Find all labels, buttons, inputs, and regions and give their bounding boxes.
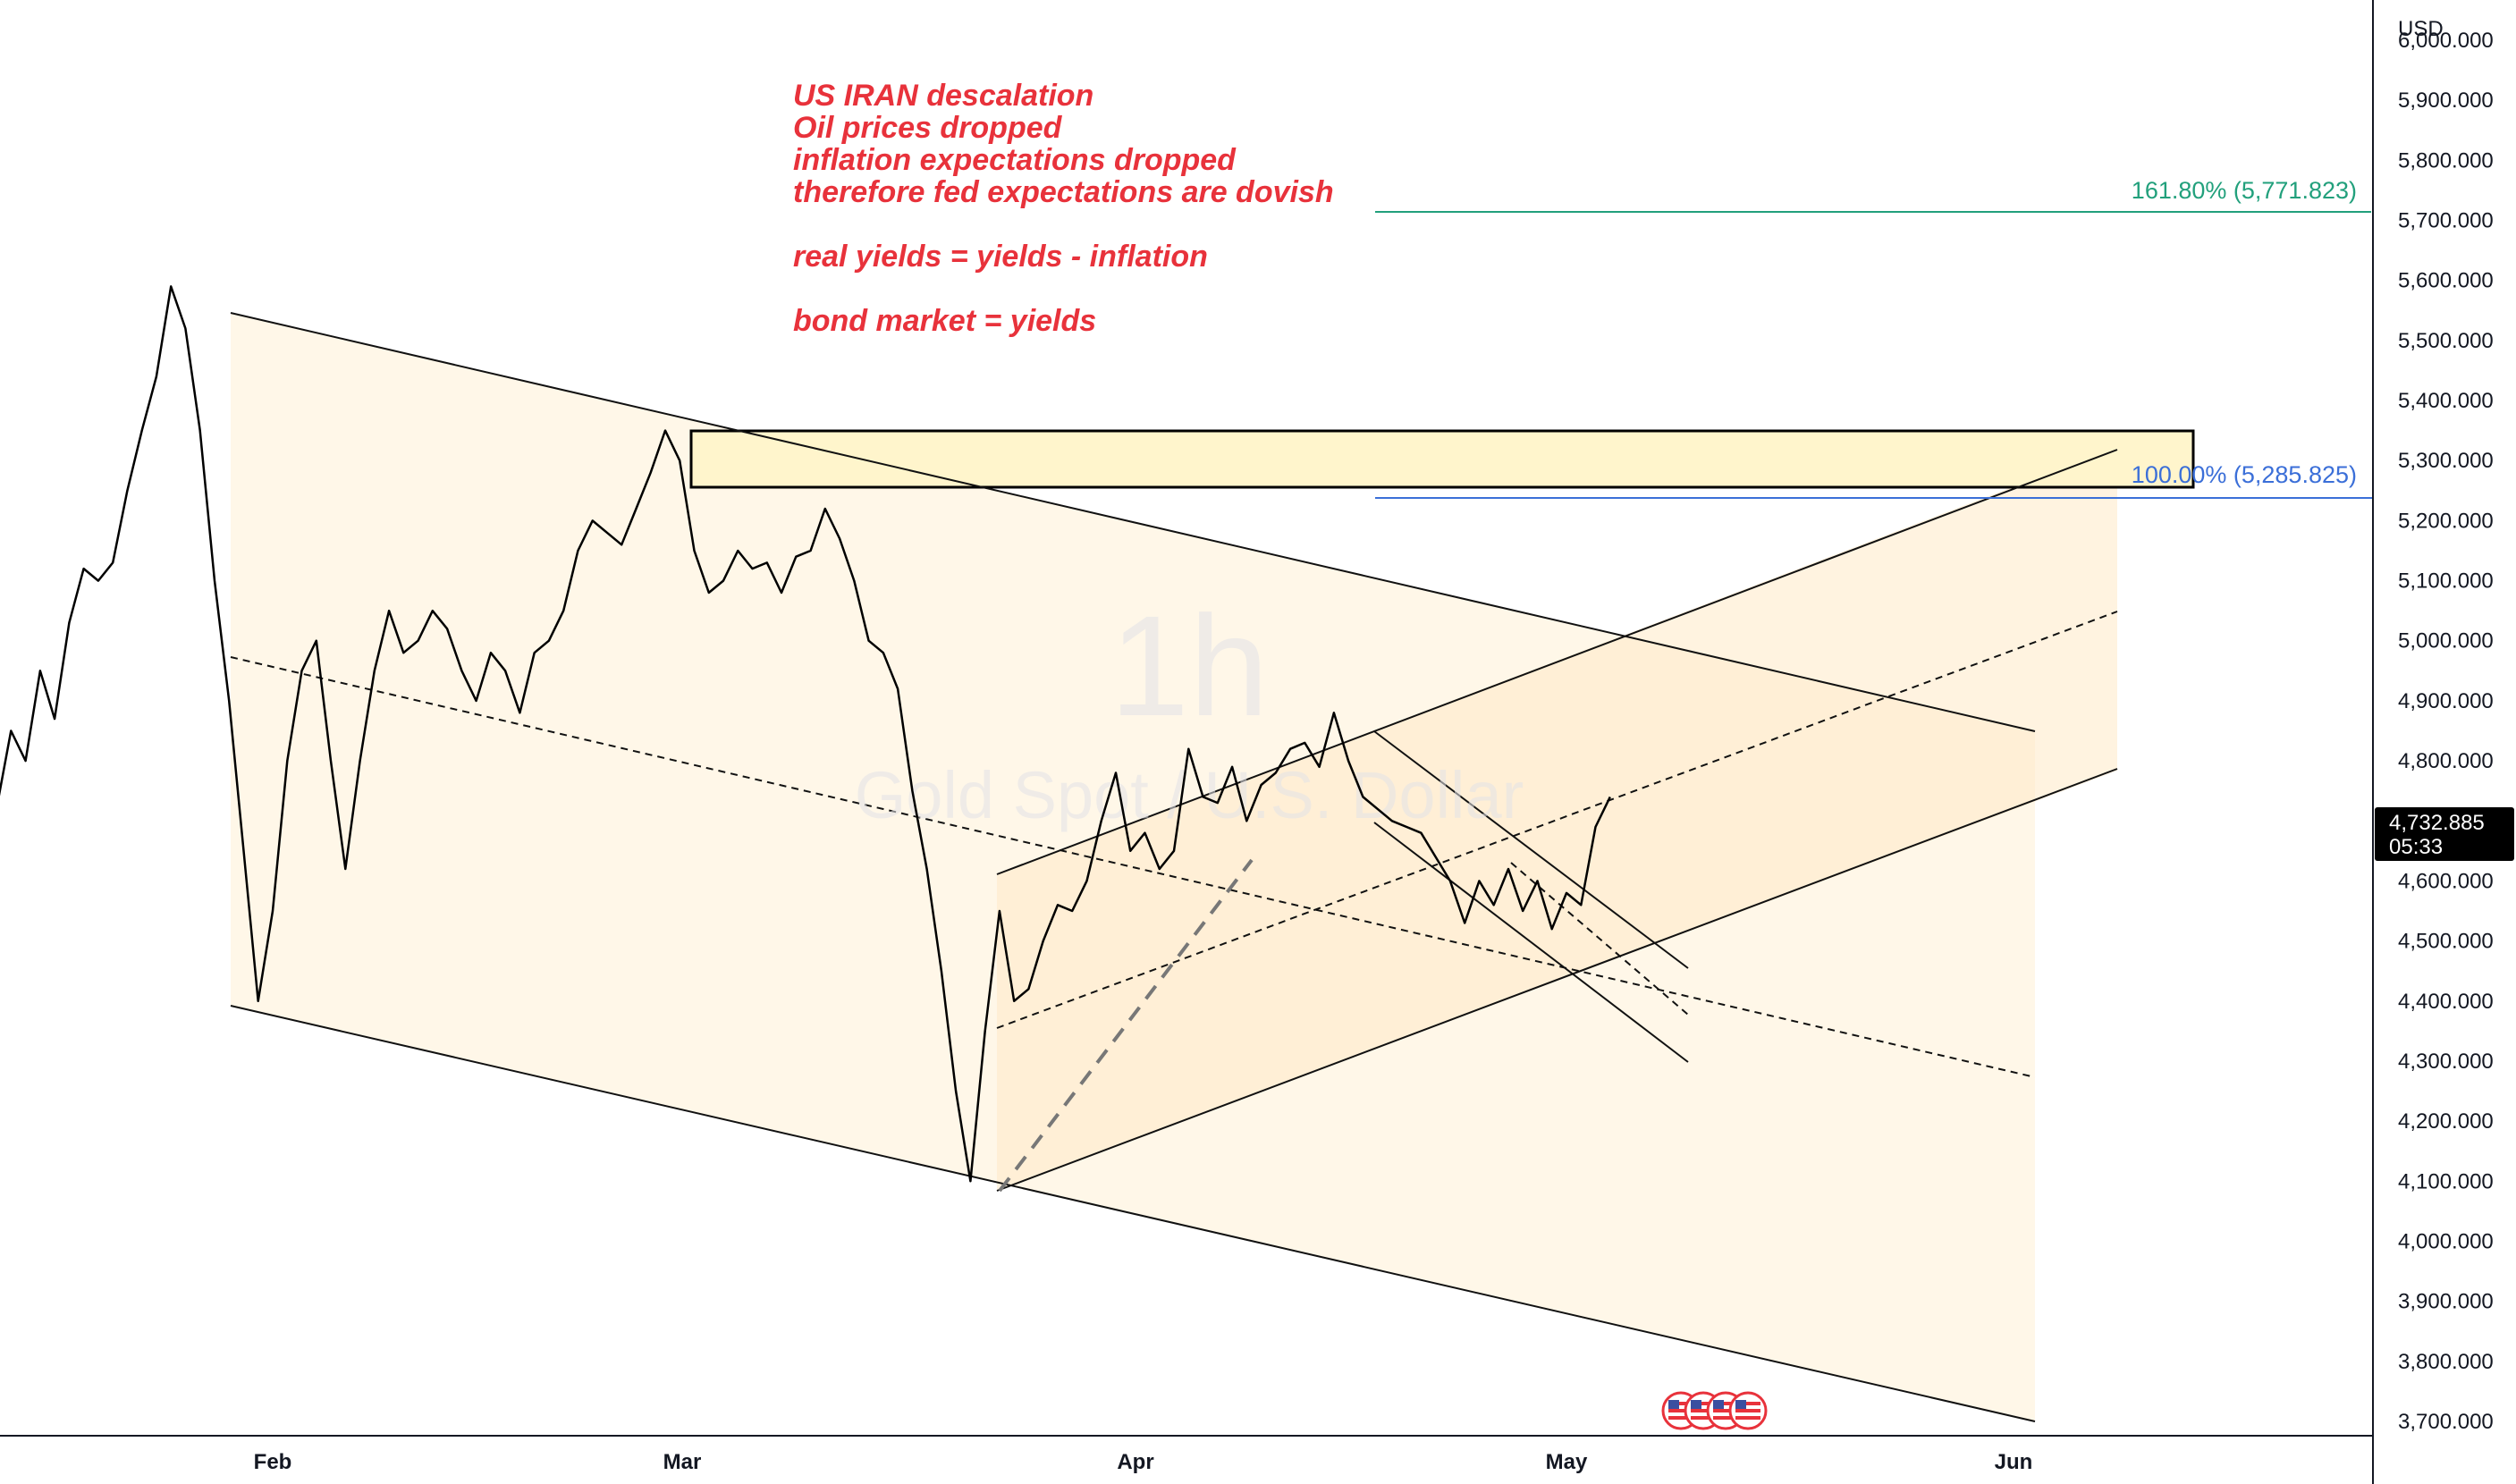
x-axis-ticks: Feb Mar Apr May Jun (254, 1450, 2033, 1474)
watermark-interval: 1h (1110, 586, 1269, 746)
y-tick-label: 6,000.000 (2398, 29, 2494, 53)
fib-label-100: 100.00% (5,285.825) (2132, 461, 2357, 488)
y-tick-label: 5,000.000 (2398, 629, 2494, 653)
y-tick-label: 5,900.000 (2398, 89, 2494, 113)
annotation-block[interactable]: US IRAN descalation Oil prices dropped i… (793, 79, 1334, 338)
annotation-line-2: Oil prices dropped (793, 111, 1063, 145)
y-tick-label: 3,900.000 (2398, 1290, 2494, 1314)
ascending-channel-bottom[interactable] (996, 768, 2118, 1192)
economic-events[interactable] (1661, 1391, 1768, 1430)
trend-dashed-line[interactable] (998, 858, 1254, 1193)
y-tick-label: 4,400.000 (2398, 990, 2494, 1014)
y-tick-label: 5,500.000 (2398, 329, 2494, 353)
y-tick-label: 4,200.000 (2398, 1109, 2494, 1134)
y-tick-label: 3,700.000 (2398, 1410, 2494, 1434)
ascending-channel-top[interactable] (996, 449, 2118, 875)
y-tick-label: 5,600.000 (2398, 269, 2494, 293)
y-tick-label: 4,500.000 (2398, 930, 2494, 954)
y-tick-label: 5,100.000 (2398, 569, 2494, 594)
y-tick-label: 5,400.000 (2398, 389, 2494, 413)
descending-channel-top[interactable] (230, 312, 2036, 732)
y-tick-label: 5,800.000 (2398, 148, 2494, 173)
annotation-line-3: inflation expectations dropped (793, 143, 1237, 177)
x-tick-label: May (1546, 1450, 1588, 1474)
annotation-line-4: therefore fed expectations are dovish (793, 175, 1334, 209)
countdown-label: 05:33 (2389, 835, 2443, 859)
y-tick-label: 4,800.000 (2398, 749, 2494, 773)
ascending-channel-fill (997, 447, 2117, 1191)
descending-channel-bottom[interactable] (230, 1005, 2036, 1422)
last-price-tag: 4,732.885 05:33 (2375, 807, 2514, 861)
y-tick-label: 4,300.000 (2398, 1050, 2494, 1074)
y-axis-ticks: 3,700.000 3,800.000 3,900.000 4,000.000 4,10… (2398, 29, 2494, 1434)
watermark-symbol: Gold Spot / U.S. Dollar (855, 758, 1524, 832)
y-tick-label: 4,000.000 (2398, 1229, 2494, 1253)
currency-label: USD (2398, 17, 2444, 41)
y-tick-label: 3,800.000 (2398, 1350, 2494, 1374)
annotation-line-5: real yields = yields - inflation (793, 240, 1208, 274)
y-tick-label: 4,900.000 (2398, 689, 2494, 713)
y-tick-label: 5,200.000 (2398, 509, 2494, 533)
time-axis[interactable]: Feb Mar Apr May Jun (0, 1435, 2373, 1474)
fib-label-161: 161.80% (5,771.823) (2132, 177, 2357, 204)
last-price-label: 4,732.885 (2389, 811, 2485, 835)
annotation-line-6: bond market = yields (793, 304, 1096, 338)
y-tick-label: 4,100.000 (2398, 1169, 2494, 1193)
falling-wedge-bottom[interactable] (1373, 822, 1689, 1063)
annotation-line-1: US IRAN descalation (793, 79, 1093, 113)
falling-wedge-top[interactable] (1373, 730, 1689, 969)
us-flag-icon[interactable] (1728, 1391, 1768, 1430)
x-tick-label: Jun (1995, 1450, 2033, 1474)
resistance-zone[interactable] (689, 429, 2195, 489)
symbol-watermark: 1h Gold Spot / U.S. Dollar (855, 586, 1524, 832)
x-tick-label: Apr (1117, 1450, 1153, 1474)
x-tick-label: Mar (663, 1450, 702, 1474)
x-tick-label: Feb (254, 1450, 292, 1474)
price-axis[interactable]: USD 3,700.000 3,800.000 3,900.000 4,000.000… (2372, 0, 2516, 1484)
y-tick-label: 4,600.000 (2398, 869, 2494, 893)
y-tick-label: 5,700.000 (2398, 209, 2494, 233)
drawings (230, 211, 2516, 1422)
descending-channel-mid[interactable] (230, 656, 2036, 1078)
price-line[interactable] (0, 285, 1611, 1183)
y-tick-label: 5,300.000 (2398, 449, 2494, 473)
